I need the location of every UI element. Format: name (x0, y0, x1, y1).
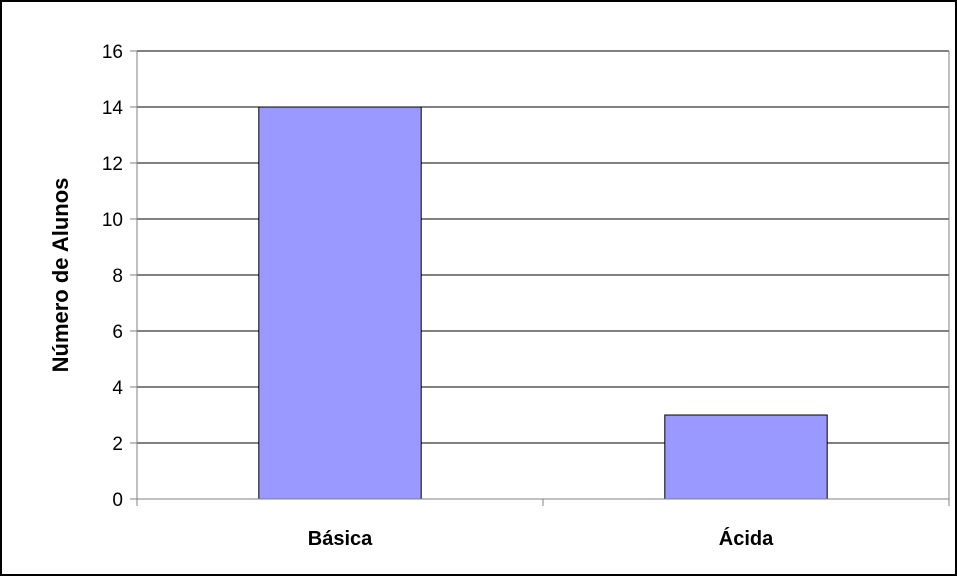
y-tick-labels: 0 2 4 6 8 10 12 14 16 (102, 42, 124, 511)
y-tick-label-16: 16 (102, 42, 123, 63)
axes (130, 50, 950, 506)
y-tick-label-2: 2 (112, 434, 123, 455)
y-tick-label-14: 14 (102, 98, 124, 119)
y-tick-label-0: 0 (112, 490, 123, 511)
y-tick-label-6: 6 (112, 322, 123, 343)
y-tick-label-12: 12 (102, 154, 123, 175)
bar-0 (258, 106, 422, 500)
y-axis-title: Número de Alunos (48, 178, 73, 373)
bar-1 (664, 414, 828, 500)
bars (258, 106, 828, 500)
x-category-label-0: Básica (308, 528, 373, 550)
x-category-label-1: Ácida (719, 527, 774, 550)
y-tick-label-4: 4 (112, 378, 123, 399)
y-tick-label-8: 8 (112, 266, 123, 287)
x-category-labels: Básica Ácida (308, 527, 774, 550)
y-tick-label-10: 10 (102, 210, 123, 231)
